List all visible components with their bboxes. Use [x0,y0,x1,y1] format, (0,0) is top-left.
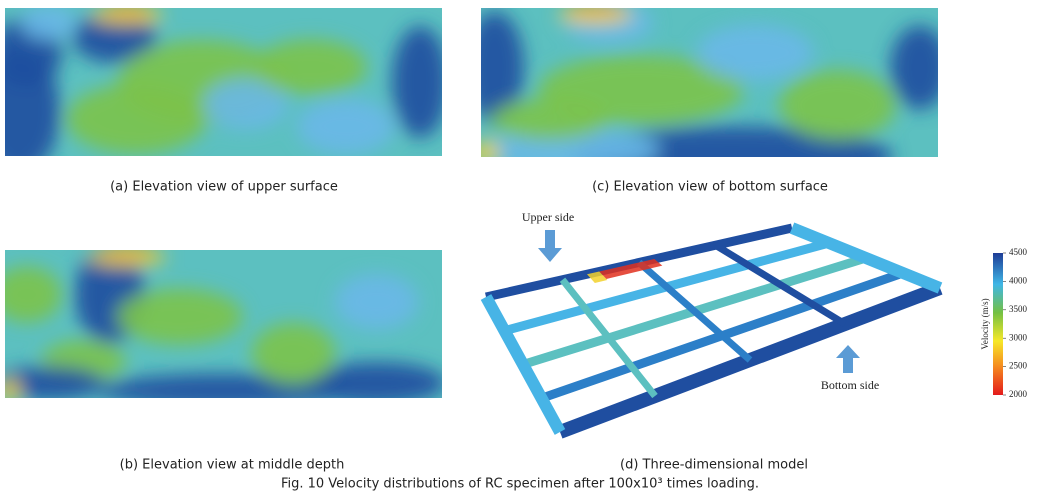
heatmap-blob [66,84,206,154]
colorbar-tick-label: 3000 [1009,332,1028,342]
heatmap-blob [334,274,418,330]
upper-side-label: Upper side [522,210,574,224]
heatmap-blob [251,323,335,385]
caption-d: (d) Three-dimensional model [620,458,808,473]
colorbar-label: Velocity (m/s) [980,298,990,349]
heatmap [0,4,448,175]
caption-a: (a) Elevation view of upper surface [110,180,338,195]
heatmap-blob [88,249,166,266]
heatmap-blob [117,289,243,345]
colorbar-ticks: 4500 4000 3500 3000 2500 2000 [1003,247,1028,399]
heatmap [465,2,949,188]
heatmap-blob [557,7,633,24]
heatmap-blob [255,39,367,95]
caption-c: (c) Elevation view of bottom surface [592,180,828,195]
heatmap-blob [392,26,448,138]
heatmap-blob [91,7,164,24]
three-dimensional-model [486,228,940,432]
heatmap-blob [697,25,814,81]
caption-b: (b) Elevation view at middle depth [120,458,345,473]
colorbar-tick-label: 2000 [1009,389,1028,399]
figure: (a) Elevation view of upper surface (c) … [0,0,1041,499]
bottom-side-label: Bottom side [821,378,879,392]
heatmaps [0,2,949,408]
heatmap-blob [890,26,949,110]
model-rib [792,228,940,288]
heatmap [0,245,446,407]
colorbar-tick-label: 4000 [1009,275,1028,285]
heatmap-blob [21,6,77,40]
bottom-arrow [836,345,860,373]
heatmap-blob [491,99,608,141]
figure-caption: Fig. 10 Velocity distributions of RC spe… [281,477,759,492]
colorbar [993,253,1003,395]
heatmap-blob [471,141,500,163]
upper-arrow [538,230,562,262]
heatmap-blob [297,98,395,154]
colorbar-tick-label: 3500 [1009,304,1028,314]
heatmap-blob [779,70,896,140]
colorbar-tick-label: 2500 [1009,361,1028,371]
colorbar-tick-label: 4500 [1009,247,1028,257]
